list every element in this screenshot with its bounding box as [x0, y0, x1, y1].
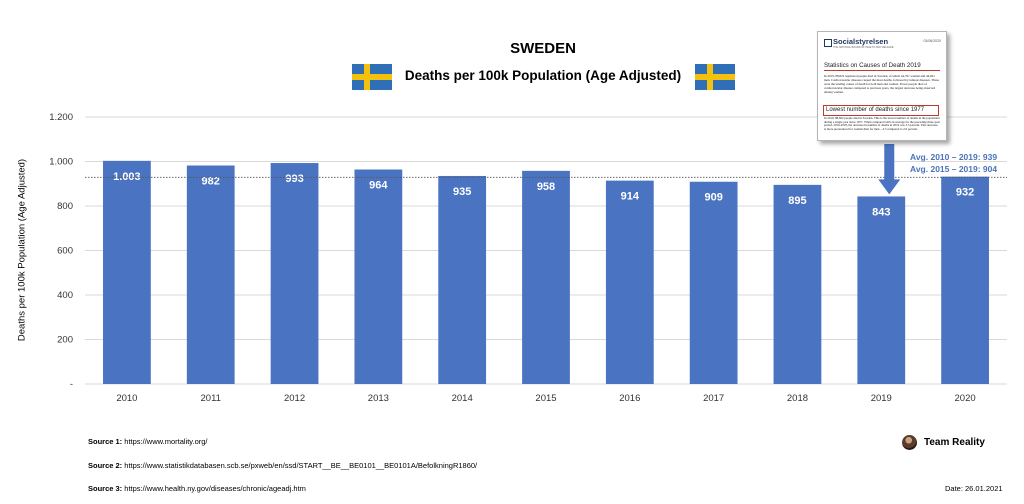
x-tick-label: 2017: [703, 393, 724, 404]
x-tick-label: 2012: [284, 393, 305, 404]
y-tick-label: 200: [57, 335, 73, 346]
down-arrow-icon: [878, 144, 901, 195]
avg-annotation-2015-2019: Avg. 2015 – 2019: 904: [910, 164, 998, 174]
x-tick-label: 2016: [619, 393, 640, 404]
socialstyrelsen-logo-icon: [824, 39, 832, 47]
source-label: Source 2:: [88, 461, 123, 470]
bar: [773, 184, 822, 384]
source-line-2: Source 2: https://www.statistikdatabasen…: [88, 461, 477, 470]
bar: [186, 165, 235, 384]
bar: [857, 196, 906, 384]
date-label: Date: 26.01.2021: [945, 484, 1003, 493]
y-tick-label: 600: [57, 246, 73, 257]
inset-date: 03/06/2020: [923, 39, 941, 43]
source-line-1: Source 1: https://www.mortality.org/: [88, 437, 208, 446]
inset-paragraph-2: In 2019, 88,822 people died in Sweden. T…: [824, 116, 940, 132]
bar-value-label: 909: [704, 192, 722, 204]
source-label: Source 1:: [88, 437, 123, 446]
source-label: Source 3:: [88, 484, 123, 493]
bar-value-label: 993: [285, 173, 303, 185]
inset-highlight-box: Lowest number of deaths since 1977: [823, 105, 939, 116]
x-tick-label: 2011: [201, 393, 221, 404]
sweden-flag-icon: [695, 64, 735, 90]
socialstyrelsen-report-inset: Socialstyrelsen THE NATIONAL BOARD OF HE…: [817, 31, 947, 141]
y-tick-label: 800: [57, 201, 73, 212]
inset-highlight-text: Lowest number of deaths since 1977: [826, 106, 925, 113]
bar: [354, 169, 403, 384]
avg-annotation-2010-2019: Avg. 2010 – 2019: 939: [910, 152, 998, 162]
source-line-3: Source 3: https://www.health.ny.gov/dise…: [88, 484, 306, 493]
bar: [522, 170, 570, 384]
bar: [605, 180, 654, 384]
bar-value-label: 958: [537, 181, 555, 193]
x-tick-label: 2015: [535, 393, 556, 404]
bar: [438, 175, 487, 384]
x-tick-label: 2014: [452, 393, 473, 404]
source-url: https://www.mortality.org/: [124, 437, 208, 446]
x-tick-label: 2020: [955, 393, 976, 404]
bar-value-label: 1.003: [113, 171, 141, 183]
bar-value-label: 843: [872, 206, 890, 218]
y-tick-label: 1.200: [49, 112, 73, 123]
x-tick-label: 2018: [787, 393, 808, 404]
brand-name: Team Reality: [924, 437, 985, 448]
bar: [270, 163, 319, 384]
bar: [941, 176, 989, 384]
inset-heading-rule: [824, 70, 940, 71]
bar-value-label: 895: [788, 195, 806, 207]
chart-subtitle: Deaths per 100k Population (Age Adjusted…: [404, 68, 682, 83]
bar: [689, 181, 738, 384]
chart-title: SWEDEN: [510, 40, 576, 57]
inset-heading: Statistics on Causes of Death 2019: [824, 62, 921, 69]
sweden-flag-icon: [352, 64, 392, 90]
y-tick-label: 1.000: [49, 157, 73, 168]
inset-brand: Socialstyrelsen: [833, 37, 889, 46]
bar-value-label: 935: [453, 186, 471, 198]
x-tick-label: 2010: [116, 393, 137, 404]
source-url: https://www.health.ny.gov/diseases/chron…: [124, 484, 306, 493]
bar: [103, 160, 151, 384]
bar-value-label: 932: [956, 187, 974, 199]
y-tick-label: -: [70, 379, 73, 390]
y-tick-label: 400: [57, 290, 73, 301]
y-axis-label: Deaths per 100k Population (Age Adjusted…: [16, 158, 28, 342]
source-url: https://www.statistikdatabasen.scb.se/px…: [124, 461, 478, 470]
avatar: [902, 435, 917, 450]
bar-value-label: 964: [369, 180, 388, 192]
bar-value-label: 914: [621, 191, 640, 203]
inset-org-line: THE NATIONAL BOARD OF HEALTH AND WELFARE: [833, 46, 894, 49]
bar-value-label: 982: [202, 176, 220, 188]
x-tick-label: 2013: [368, 393, 389, 404]
inset-paragraph-1: In 2019, 88,822 registered people died i…: [824, 74, 940, 94]
x-tick-label: 2019: [871, 393, 892, 404]
